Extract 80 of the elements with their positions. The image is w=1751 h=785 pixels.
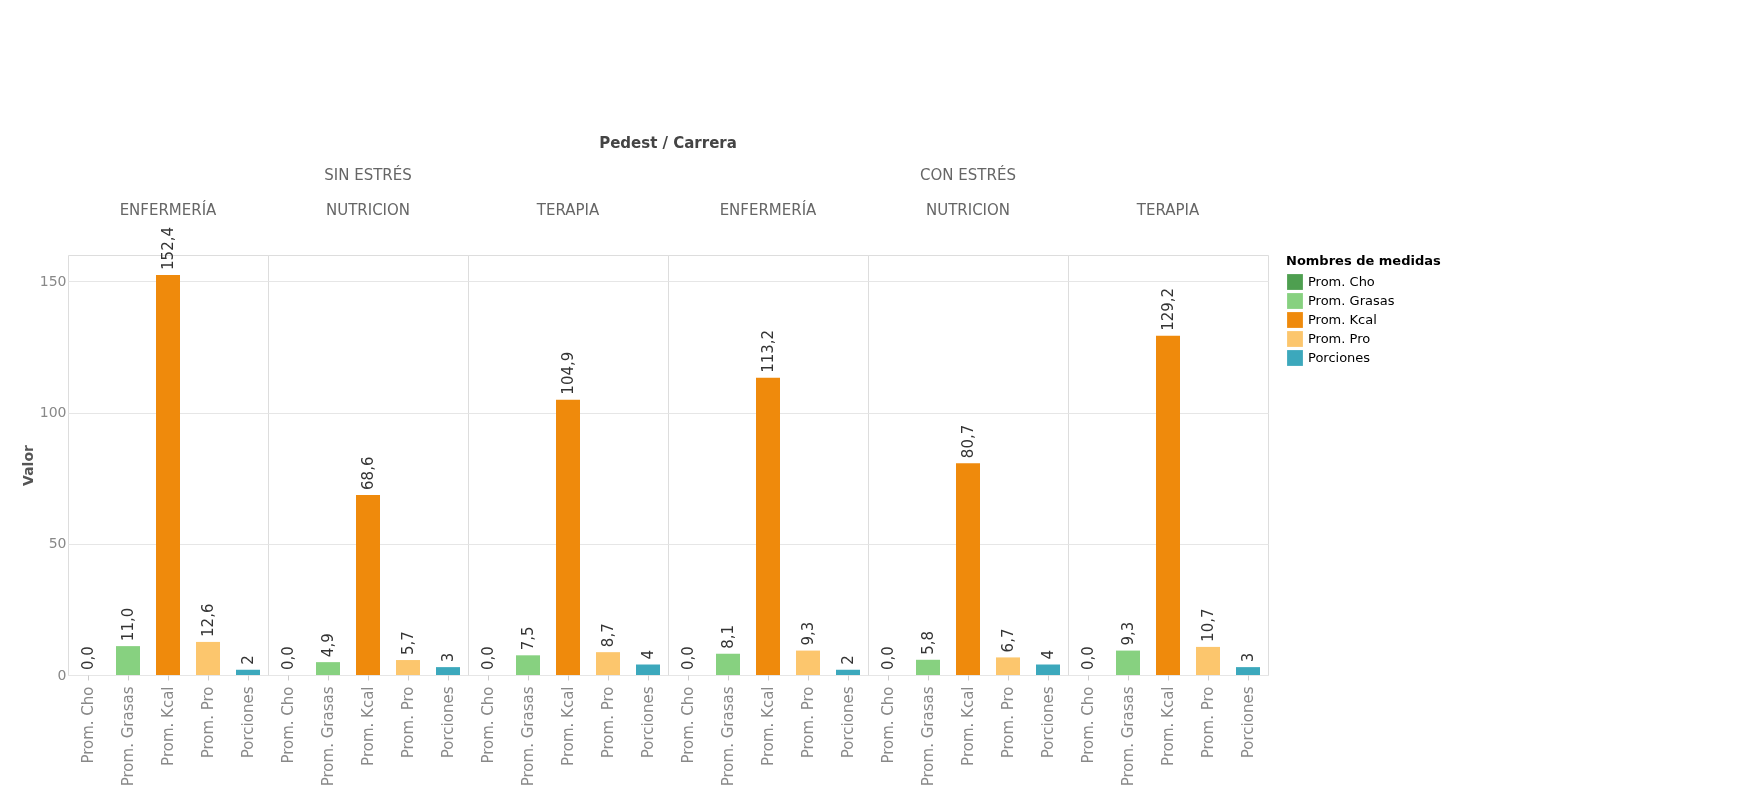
chart-title: TERAPIA — [535, 201, 600, 219]
data-label: 0,0 — [1079, 646, 1097, 670]
chart-title: TERAPIA — [1135, 201, 1200, 219]
x-tick-label: Prom. Kcal — [1159, 686, 1177, 766]
data-label: 0,0 — [79, 646, 97, 670]
data-label: 8,1 — [719, 624, 737, 649]
x-tick-label: Prom. Pro — [199, 686, 217, 759]
chart-subtitle: SIN ESTRÉS — [324, 165, 412, 184]
data-label: 4 — [1039, 649, 1057, 660]
data-label: 10,7 — [1199, 608, 1217, 642]
x-tick-label: Prom. Kcal — [559, 686, 577, 766]
x-tick-label: Porciones — [639, 686, 657, 759]
y-tick-label: 150 — [39, 272, 67, 289]
legend-title: Nombres de medidas — [1286, 253, 1442, 268]
data-label: 2 — [839, 655, 857, 665]
data-label: 152,4 — [159, 227, 177, 270]
chart-title: NUTRICION — [325, 201, 411, 219]
y-tick-label: 100 — [39, 404, 67, 420]
x-tick-label: Prom. Pro — [399, 686, 417, 759]
y-tick-label: 50 — [48, 535, 67, 552]
legend-label: Prom. Cho — [1308, 274, 1375, 289]
data-label: 113,2 — [759, 329, 777, 373]
x-tick-label: Prom. Grasas — [1119, 686, 1137, 785]
x-tick-label: Prom. Grasas — [519, 686, 537, 785]
data-label: 3 — [1239, 652, 1257, 663]
data-label: 0,0 — [479, 646, 497, 670]
data-label: 4,9 — [319, 633, 337, 658]
data-label: 4 — [639, 649, 657, 660]
data-label: 129,2 — [1159, 287, 1177, 331]
chart-title: ENFERMERÍA — [719, 200, 818, 219]
x-tick-label: Prom. Kcal — [759, 686, 777, 766]
x-tick-label: Prom. Cho — [479, 686, 497, 764]
x-tick-label: Prom. Pro — [799, 686, 817, 759]
x-tick-label: Porciones — [1039, 686, 1057, 759]
x-tick-label: Porciones — [439, 686, 457, 759]
data-label: 3 — [439, 652, 457, 663]
y-axis-title: Valor — [19, 444, 36, 486]
data-label: 80,7 — [959, 424, 977, 459]
x-tick-label: Prom. Pro — [999, 686, 1017, 759]
data-label: 2 — [239, 655, 257, 665]
x-tick-label: Prom. Kcal — [159, 686, 177, 766]
x-tick-label: Prom. Pro — [1199, 686, 1217, 759]
legend-label: Porciones — [1308, 350, 1371, 365]
data-label: 8,7 — [599, 623, 617, 648]
x-tick-label: Prom. Grasas — [919, 686, 937, 785]
x-tick-label: Prom. Pro — [599, 686, 617, 759]
x-tick-label: Prom. Kcal — [359, 686, 377, 766]
data-label: 9,3 — [799, 621, 817, 646]
x-tick-label: Prom. Cho — [879, 686, 897, 764]
data-label: 0,0 — [879, 646, 897, 670]
legend-label: Prom. Kcal — [1308, 312, 1377, 327]
data-label: 68,6 — [359, 456, 377, 490]
legend-label: Prom. Grasas — [1308, 293, 1395, 308]
data-label: 9,3 — [1119, 621, 1137, 646]
x-tick-label: Prom. Cho — [1079, 686, 1097, 764]
data-label: 0,0 — [679, 646, 697, 670]
chart-title: NUTRICION — [925, 201, 1011, 219]
data-label: 5,8 — [919, 630, 937, 655]
x-tick-label: Prom. Cho — [679, 686, 697, 764]
legend-label: Prom. Pro — [1308, 331, 1371, 346]
x-tick-label: Prom. Grasas — [319, 686, 337, 785]
data-label: 12,6 — [199, 603, 217, 637]
data-label: 6,7 — [999, 628, 1017, 653]
x-tick-label: Porciones — [1239, 686, 1257, 759]
data-label: 11,0 — [119, 607, 137, 642]
data-label: 5,7 — [399, 631, 417, 656]
x-tick-label: Prom. Kcal — [959, 686, 977, 766]
chart-subtitle: CON ESTRÉS — [920, 165, 1016, 184]
text: Pedest / Carrera — [599, 134, 737, 152]
y-tick-label: 0 — [57, 666, 67, 683]
x-tick-label: Prom. Grasas — [119, 686, 137, 785]
data-label: 0,0 — [279, 646, 297, 670]
chart-title: ENFERMERÍA — [119, 200, 218, 219]
data-label: 7,5 — [519, 626, 537, 651]
data-label: 104,9 — [559, 351, 577, 395]
x-tick-label: Porciones — [239, 686, 257, 759]
x-tick-label: Prom. Cho — [279, 686, 297, 764]
x-tick-label: Porciones — [839, 686, 857, 759]
x-tick-label: Prom. Cho — [79, 686, 97, 764]
x-tick-label: Prom. Grasas — [719, 686, 737, 785]
